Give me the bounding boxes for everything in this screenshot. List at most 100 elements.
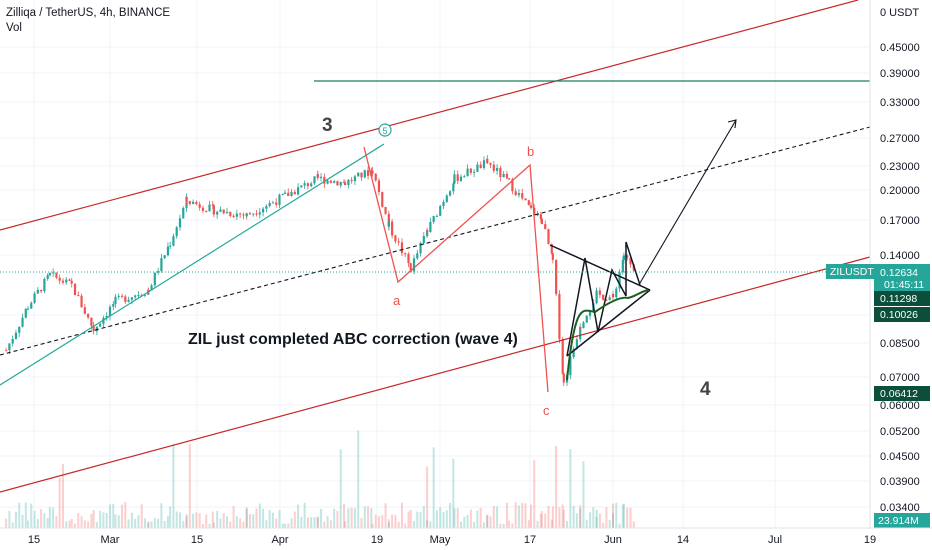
candle-body — [416, 253, 419, 259]
volume-bar — [429, 521, 432, 528]
candle-body — [350, 179, 353, 182]
candle-body — [585, 315, 588, 323]
projection-arrow-line[interactable] — [639, 119, 737, 284]
candle-body — [11, 338, 14, 344]
triangle-upper-line[interactable] — [549, 244, 651, 291]
volume-bar — [391, 514, 394, 528]
volume-bar — [70, 518, 73, 528]
volume-bar — [48, 507, 51, 528]
volume-bar — [496, 506, 499, 528]
volume-indicator-label[interactable]: Vol — [6, 22, 22, 34]
volume-bar — [36, 519, 39, 528]
volume-bar — [602, 522, 605, 528]
time-tick-label: Jul — [768, 534, 782, 546]
volume-bar — [608, 520, 611, 528]
volume-bar — [466, 514, 469, 528]
volume-bar — [326, 516, 329, 528]
time-axis[interactable]: 15 Mar 15 Apr 19 May 17 Jun 14 Jul 19 — [0, 527, 932, 546]
candle-body — [622, 255, 626, 261]
candle-body — [300, 185, 303, 188]
volume-bar — [449, 502, 452, 528]
candle-body — [143, 294, 147, 296]
candle-body — [409, 263, 412, 272]
wave-trendline[interactable] — [0, 143, 385, 386]
candle-body — [572, 348, 575, 358]
volume-bar — [517, 505, 520, 528]
candle-body — [248, 213, 252, 215]
volume-bar — [445, 510, 448, 528]
price-axis[interactable]: 0 USDT 0.45000 0.39000 0.33000 0.27000 0.230… — [826, 0, 932, 550]
candle-body — [517, 193, 521, 196]
volume-bar — [235, 516, 238, 528]
candle-body — [588, 310, 592, 316]
price-tick-label: 0.08500 — [880, 338, 920, 350]
candle-body — [205, 210, 208, 212]
volume-bar — [582, 461, 585, 528]
price-tick-label: 0.03900 — [880, 476, 920, 488]
candle-body — [558, 293, 561, 340]
candle-body — [87, 313, 90, 318]
volume-bar — [30, 503, 33, 528]
candle-body — [83, 307, 86, 314]
volume-bar — [92, 509, 95, 528]
volume-bar — [615, 502, 618, 528]
volume-bar — [127, 519, 130, 528]
candle-body — [343, 182, 347, 185]
volume-bar — [178, 512, 181, 528]
candle-body — [377, 180, 381, 193]
volume-bar — [80, 516, 83, 528]
volume-bar — [198, 513, 201, 528]
volume-bar — [306, 517, 309, 528]
volume-bar — [255, 508, 258, 528]
volume-bar — [569, 449, 572, 528]
volume-bar — [374, 514, 377, 528]
candle-body — [579, 326, 582, 328]
volume-bar — [185, 516, 188, 528]
candle-body — [178, 218, 182, 228]
channel-lower-line[interactable] — [0, 256, 871, 493]
green-wave-curve[interactable] — [566, 289, 649, 381]
volume-bar — [595, 509, 598, 528]
volume-bar — [313, 517, 316, 528]
volume-bar — [460, 521, 463, 528]
volume-bar — [143, 518, 146, 528]
triangle-lower-line[interactable] — [566, 289, 651, 357]
volume-bar — [74, 523, 77, 528]
volume-bar — [169, 506, 172, 528]
volume-bar — [618, 523, 621, 528]
volume-bar — [65, 521, 68, 528]
volume-bar — [258, 503, 261, 528]
candle-body — [229, 211, 232, 216]
volume-bar — [394, 514, 397, 528]
candle-body — [611, 294, 615, 298]
candle-body — [235, 213, 238, 217]
volume-bar — [605, 507, 608, 528]
volume-bar — [137, 515, 140, 528]
candle-body — [293, 191, 296, 195]
price-tick-label: 0.27000 — [880, 133, 920, 145]
candle-body — [33, 293, 36, 303]
symbol-title[interactable]: Zilliqa / TetherUS, 4h, BINANCE — [6, 7, 171, 19]
volume-bar — [68, 520, 71, 528]
candle-body — [486, 158, 489, 164]
triangle-zigzag[interactable] — [566, 241, 641, 357]
annotation-labels: 3 4 a b c ZIL just completed ABC correct… — [188, 115, 711, 418]
abc-correction-path[interactable] — [363, 146, 549, 393]
wave-5-circle[interactable] — [378, 123, 392, 137]
candle-body — [391, 221, 394, 236]
volume-bar — [533, 460, 536, 528]
volume-bar — [166, 516, 169, 528]
candle-body — [185, 196, 188, 202]
candle-body — [36, 289, 39, 294]
candle-body — [290, 191, 293, 197]
channel-upper-line[interactable] — [0, 0, 859, 231]
chart-header: Zilliqa / TetherUS, 4h, BINANCE Vol — [6, 6, 170, 36]
channel-mid-dashed-line[interactable] — [0, 126, 871, 356]
candle-body — [127, 299, 130, 302]
volume-bar — [102, 512, 105, 528]
level-tag-3: 0.06412 — [874, 386, 930, 401]
candle-body — [287, 192, 290, 197]
candle-body — [579, 326, 582, 340]
volume-bar — [442, 512, 445, 528]
